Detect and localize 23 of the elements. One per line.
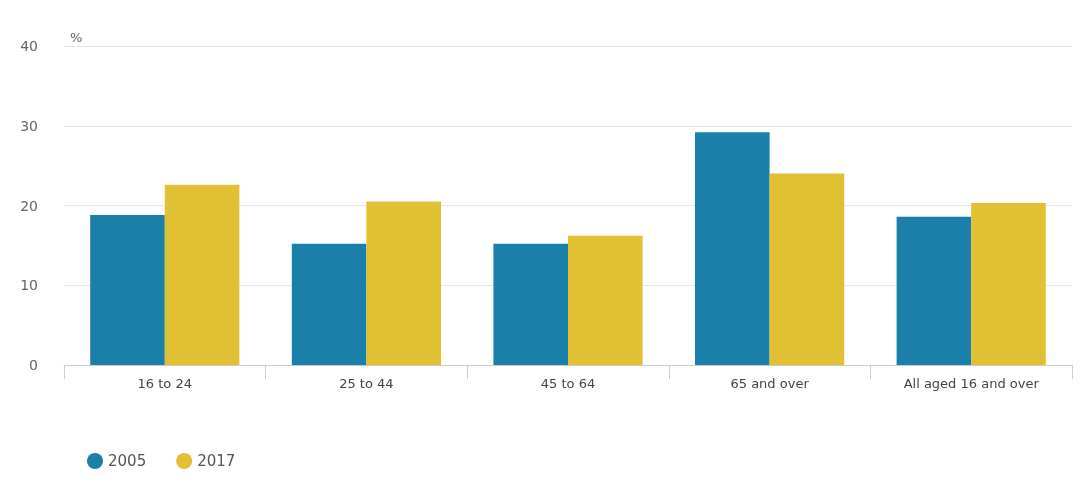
y-tick-label: 20 bbox=[20, 197, 38, 214]
y-axis-title: % bbox=[70, 30, 83, 45]
legend-label: 2005 bbox=[108, 452, 147, 470]
x-tick-label: 65 and over bbox=[730, 376, 810, 391]
bar bbox=[493, 243, 568, 365]
y-tick-label: 30 bbox=[20, 117, 38, 134]
bar bbox=[896, 216, 972, 365]
bar bbox=[366, 201, 441, 365]
bar bbox=[695, 132, 770, 365]
bar bbox=[769, 173, 845, 365]
y-tick-label: 10 bbox=[20, 277, 38, 294]
x-tick-label: 25 to 44 bbox=[339, 376, 394, 391]
legend-label: 2017 bbox=[197, 452, 236, 470]
x-tick-label: 16 to 24 bbox=[137, 376, 192, 391]
x-tick-label: All aged 16 and over bbox=[903, 376, 1040, 391]
y-tick-label: 0 bbox=[29, 357, 38, 373]
x-tick-label: 45 to 64 bbox=[540, 376, 596, 391]
bar bbox=[90, 215, 165, 365]
y-tick-label: 40 bbox=[20, 38, 38, 54]
bar bbox=[164, 184, 240, 365]
bar bbox=[971, 203, 1046, 365]
bar bbox=[568, 235, 643, 365]
bar bbox=[291, 243, 367, 365]
